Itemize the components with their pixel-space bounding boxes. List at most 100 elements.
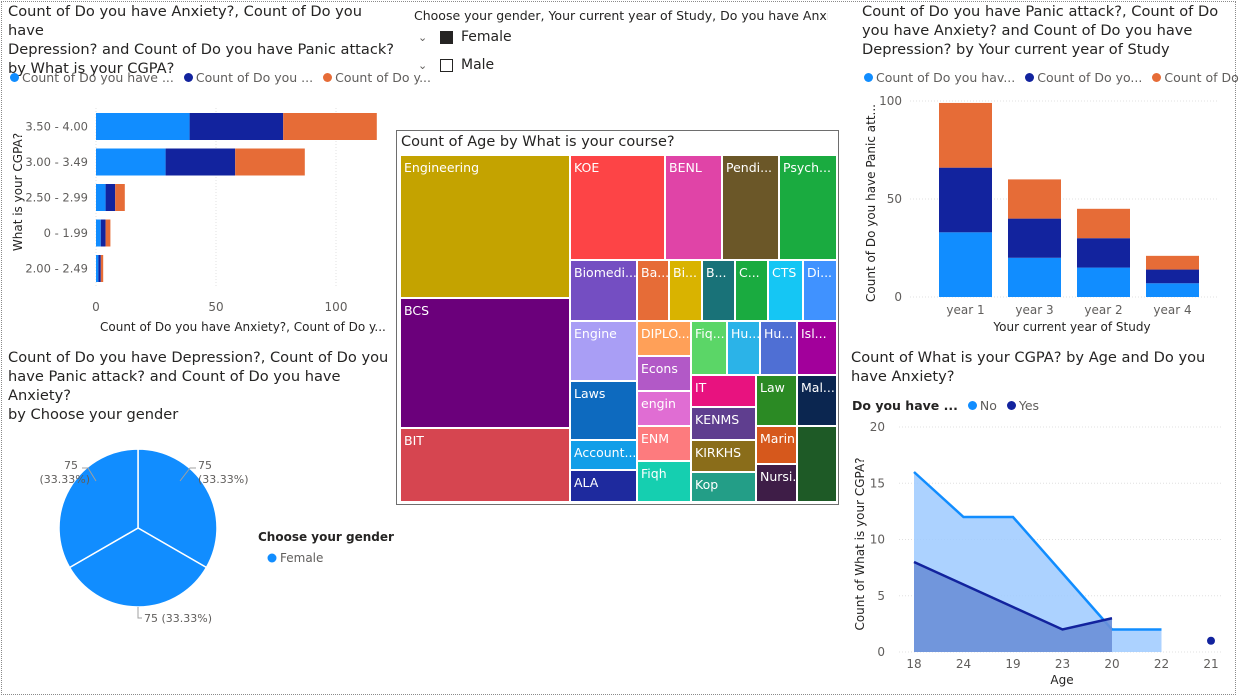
cgpa-legend-item[interactable]: Count of Do y... <box>323 70 431 85</box>
bar-segment[interactable] <box>235 148 305 176</box>
series-line-no[interactable] <box>913 471 1162 631</box>
treemap-tile[interactable]: Account... <box>570 440 637 470</box>
treemap-tile[interactable]: BENL <box>665 155 722 260</box>
treemap-tile[interactable]: Econs <box>637 356 691 391</box>
gender-pie-chart[interactable]: Count of Do you have Depression?, Count … <box>8 348 398 688</box>
treemap-tile[interactable]: BIT <box>400 428 570 502</box>
legend-dot-icon <box>267 553 277 563</box>
treemap-tile[interactable]: CTS <box>768 260 803 321</box>
bar-segment[interactable] <box>96 255 99 282</box>
treemap-tile[interactable]: Ba... <box>637 260 669 321</box>
treemap-tile[interactable]: Marin... <box>756 426 797 464</box>
cgpa-bar-chart[interactable]: Count of Do you have Anxiety?, Count of … <box>8 2 431 338</box>
year-x-axis-title: Your current year of Study <box>992 320 1150 334</box>
cgpa-legend-item[interactable]: Count of Do you have ... <box>10 70 174 85</box>
y-tick-label: 2.50 - 2.99 <box>25 191 88 205</box>
course-treemap[interactable]: Count of Age by What is your course? Eng… <box>396 130 839 505</box>
treemap-tile[interactable]: Engine <box>570 321 637 381</box>
legend-label: Yes <box>1018 398 1040 413</box>
treemap-tile[interactable]: Laws <box>570 381 637 440</box>
bar-segment[interactable] <box>105 184 116 211</box>
pie-legend-item[interactable]: Female <box>280 551 323 565</box>
bar-segment[interactable] <box>100 255 104 282</box>
treemap-tile[interactable]: ENM <box>637 426 691 461</box>
treemap-tile[interactable]: Biomedi... <box>570 260 637 321</box>
year-column-chart[interactable]: Count of Do you have Panic attack?, Coun… <box>862 2 1239 338</box>
bar-segment[interactable] <box>96 113 190 140</box>
legend-dot-icon <box>1006 401 1016 410</box>
column-segment[interactable] <box>1077 238 1130 268</box>
age-area-chart[interactable]: Count of What is your CGPA? by Age and D… <box>851 348 1233 690</box>
year-legend-item[interactable]: Count of Do yo... <box>1025 70 1142 85</box>
column-segment[interactable] <box>1008 257 1061 297</box>
treemap-tile[interactable]: Psych... <box>779 155 837 260</box>
area-legend-title: Do you have ... <box>852 398 958 413</box>
bar-segment[interactable] <box>96 219 101 247</box>
treemap-tile[interactable]: Di... <box>803 260 837 321</box>
bar-segment[interactable] <box>189 113 284 140</box>
treemap-tile[interactable]: ALA <box>570 470 637 502</box>
checkbox-checked-icon[interactable] <box>440 30 453 44</box>
treemap-tile[interactable]: Pendi... <box>722 155 779 260</box>
treemap-tile[interactable]: Bi... <box>669 260 702 321</box>
treemap-tile[interactable]: Fiq... <box>691 321 727 375</box>
cgpa-plot: What is your CGPA? Count of Do you have … <box>11 108 386 334</box>
column-segment[interactable] <box>1008 179 1061 219</box>
pie-slice[interactable] <box>58 448 139 569</box>
bar-segment[interactable] <box>96 148 166 176</box>
treemap-tile[interactable]: BCS <box>400 298 570 428</box>
column-segment[interactable] <box>1077 208 1130 239</box>
pie-slice[interactable] <box>68 527 208 608</box>
bar-segment[interactable] <box>96 184 106 211</box>
treemap-tile[interactable]: Law <box>756 375 797 426</box>
slicer-option-female[interactable]: ⌄ Female <box>418 29 512 45</box>
column-segment[interactable] <box>1077 267 1130 297</box>
column-segment[interactable] <box>939 167 992 233</box>
area-legend-item-yes[interactable]: Yes <box>1006 398 1040 413</box>
pie-slice[interactable] <box>137 448 218 569</box>
treemap-tile[interactable]: KENMS <box>691 407 756 440</box>
chevron-down-icon[interactable]: ⌄ <box>418 30 428 44</box>
bar-segment[interactable] <box>115 184 125 211</box>
treemap-tile[interactable]: KOE <box>570 155 665 260</box>
column-segment[interactable] <box>1146 283 1199 297</box>
bar-segment[interactable] <box>165 148 236 176</box>
slicer-option-male[interactable]: ⌄ Male <box>418 57 494 73</box>
treemap-tile[interactable]: Mal... <box>797 375 837 426</box>
cgpa-legend-item[interactable]: Count of Do you ... <box>183 70 313 85</box>
bar-segment[interactable] <box>98 255 101 282</box>
treemap-tile[interactable]: C... <box>735 260 768 321</box>
checkbox-icon[interactable] <box>440 58 453 72</box>
treemap-tile[interactable]: Kop <box>691 472 756 502</box>
year-legend-item[interactable]: Count of Do ... <box>1152 70 1239 85</box>
treemap-tile[interactable]: engin <box>637 391 691 426</box>
column-segment[interactable] <box>1146 255 1199 270</box>
x-tick-label: year 1 <box>946 303 984 317</box>
column-segment[interactable] <box>1146 269 1199 284</box>
bar-segment[interactable] <box>283 113 377 140</box>
treemap-tile[interactable]: Fiqh <box>637 461 691 502</box>
bar-segment[interactable] <box>105 219 111 247</box>
treemap-tile[interactable]: Nursi... <box>756 464 797 502</box>
series-line-yes[interactable] <box>913 560 1113 631</box>
treemap-tile[interactable]: Engineering <box>400 155 570 298</box>
treemap-tile[interactable]: Hu... <box>760 321 797 375</box>
column-segment[interactable] <box>939 232 992 297</box>
treemap-tile[interactable] <box>797 426 837 502</box>
chevron-down-icon[interactable]: ⌄ <box>418 58 428 72</box>
pie-plot: Choose your gender Female 75(33.33%)75(3… <box>39 448 394 625</box>
column-segment[interactable] <box>1008 218 1061 258</box>
treemap-tile[interactable]: Hu... <box>727 321 760 375</box>
treemap-tile[interactable]: Isl... <box>797 321 837 375</box>
bar-segment[interactable] <box>100 219 106 247</box>
treemap-tile[interactable]: IT <box>691 375 756 407</box>
treemap-tile[interactable]: KIRKHS <box>691 440 756 472</box>
y-tick-label: 0 - 1.99 <box>44 226 88 240</box>
column-segment[interactable] <box>939 102 992 168</box>
treemap-tile[interactable]: DIPLO... <box>637 321 691 356</box>
year-legend-item[interactable]: Count of Do you hav... <box>864 70 1015 85</box>
data-point[interactable] <box>1207 636 1215 645</box>
treemap-tile[interactable]: B... <box>702 260 735 321</box>
legend-dot-icon <box>10 73 19 82</box>
area-legend-item-no[interactable]: No <box>967 398 997 413</box>
